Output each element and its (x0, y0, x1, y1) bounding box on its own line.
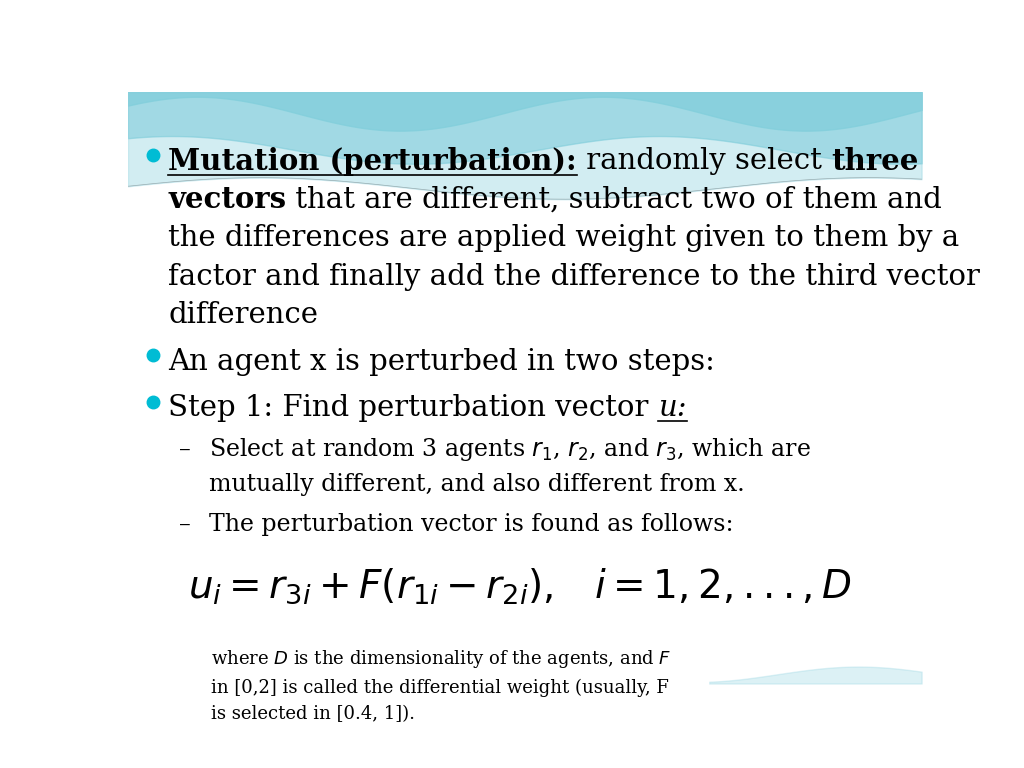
Text: u:: u: (658, 394, 686, 422)
Text: mutually different, and also different from x.: mutually different, and also different f… (209, 472, 744, 495)
Text: three: three (831, 147, 919, 176)
Text: vectors: vectors (168, 185, 287, 214)
Text: An agent x is perturbed in two steps:: An agent x is perturbed in two steps: (168, 348, 715, 376)
Text: Mutation (perturbation):: Mutation (perturbation): (168, 147, 578, 176)
Text: –: – (179, 438, 190, 461)
Text: –: – (179, 513, 190, 536)
Text: $u_i = r_{3i} + F(r_{1i} - r_{2i}),\;\;\; i = 1,2,...,D$: $u_i = r_{3i} + F(r_{1i} - r_{2i}),\;\;\… (187, 566, 852, 606)
Text: that are different, subtract two of them and: that are different, subtract two of them… (287, 186, 942, 214)
Text: where $D$ is the dimensionality of the agents, and $F$
in [0,2] is called the di: where $D$ is the dimensionality of the a… (211, 647, 672, 723)
Text: difference: difference (168, 302, 318, 329)
Text: The perturbation vector is found as follows:: The perturbation vector is found as foll… (209, 513, 733, 536)
Text: Step 1: Find perturbation vector: Step 1: Find perturbation vector (168, 394, 658, 422)
Text: factor and finally add the difference to the third vector: factor and finally add the difference to… (168, 263, 980, 291)
Text: randomly select: randomly select (578, 147, 831, 175)
Text: the differences are applied weight given to them by a: the differences are applied weight given… (168, 224, 959, 253)
Text: Select at random 3 agents $r_1$, $r_2$, and $r_3$, which are: Select at random 3 agents $r_1$, $r_2$, … (209, 436, 810, 463)
